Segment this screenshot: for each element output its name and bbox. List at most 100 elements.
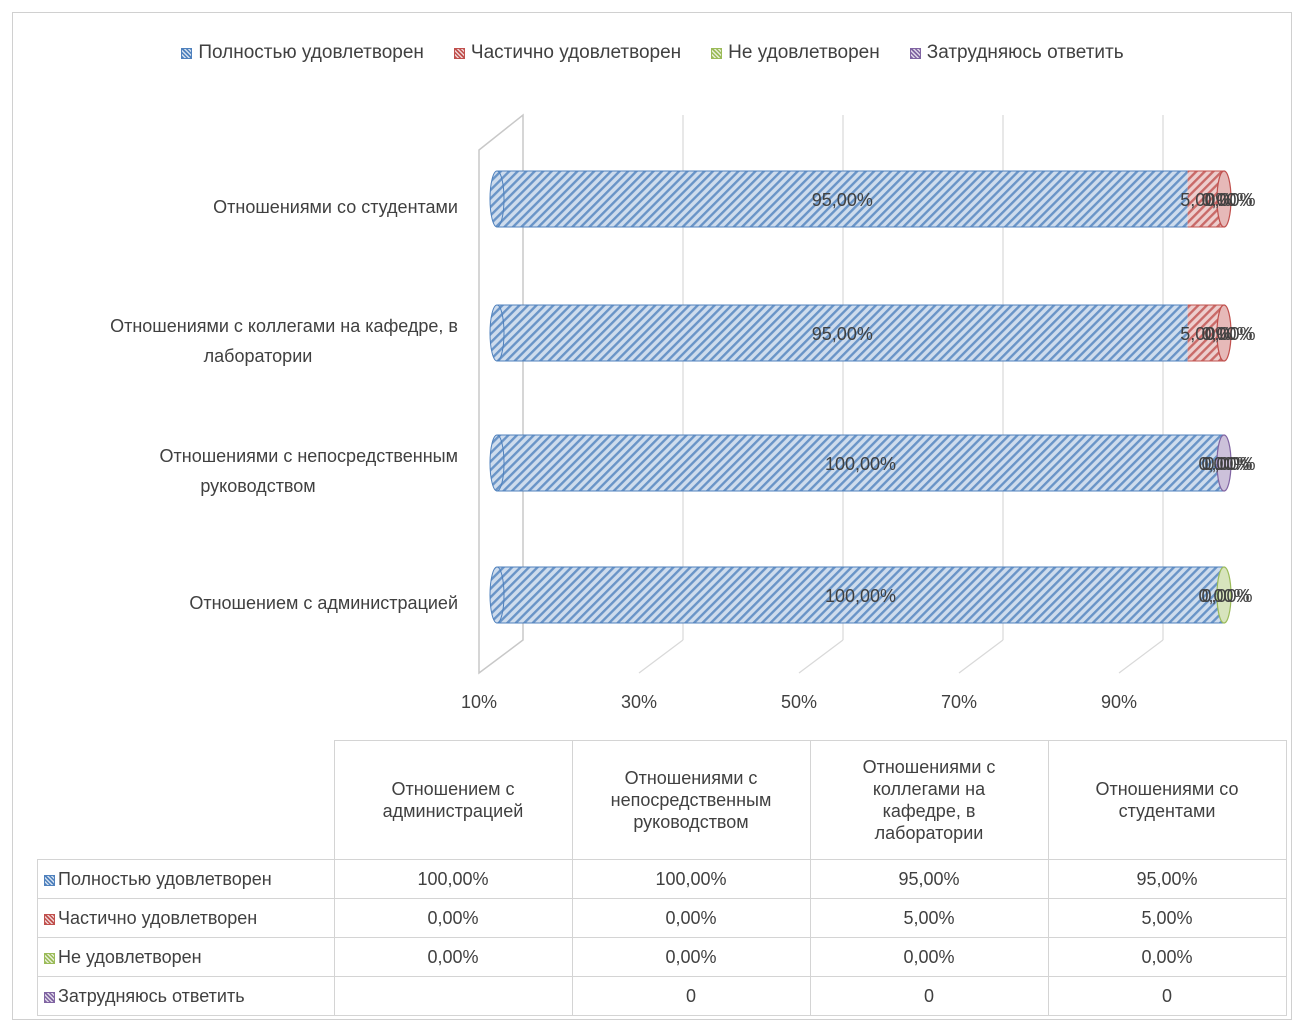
table-row: Не удовлетворен 0,00% 0,00% 0,00% 0,00%: [37, 937, 1287, 977]
table-corner: [37, 740, 335, 860]
table-swatch-3: [44, 991, 55, 1003]
back-wall: [478, 113, 524, 675]
x-tick-3: 70%: [941, 692, 977, 712]
table-cell-0-3: 95,00%: [1047, 859, 1287, 899]
table-cell-2-1: 0,00%: [571, 937, 811, 977]
bar-chart: Отношениями со студентами Отношениями с к…: [110, 113, 1256, 712]
table-header-label-1: Отношениями с непосредственным руководст…: [610, 768, 772, 832]
data-label-1-0: 95,00%: [812, 324, 873, 344]
data-table: Отношением с администрацией Отношениями с…: [37, 740, 1287, 1016]
table-row: Частично удовлетворен 0,00% 0,00% 5,00% 5,00…: [37, 898, 1287, 938]
table-cell-3-0: [333, 976, 573, 1016]
category-label-3: Отношением с администрацией: [189, 593, 458, 613]
legend-item-2: Не удовлетворен: [711, 38, 880, 68]
bar-1-1: [1187, 304, 1224, 362]
legend: Полностью удовлетворен Частично удовлетво…: [0, 38, 1305, 68]
legend-label-2: Не удовлетворен: [728, 42, 880, 63]
data-labels: 95,00% 5,00%0,00%0,00%95,00% 5,00%0,00%0,0…: [812, 190, 1256, 606]
category-label-2-0: Отношениями с непосредственным: [160, 446, 458, 466]
bar-1-0: [497, 304, 1188, 362]
table-cell-3-1: 0: [571, 976, 811, 1016]
legend-item-1: Частично удовлетворен: [453, 38, 682, 68]
data-label-3-1: 0,00%: [1198, 586, 1249, 606]
table-row-header-1: Частично удовлетворен: [37, 898, 335, 938]
table-row-label-3: Затрудняюсь ответить: [58, 985, 245, 1006]
table-row-label-1: Частично удовлетворен: [58, 907, 258, 928]
table-header-0: Отношением с администрацией: [333, 740, 573, 860]
table-cell-3-3: 0: [1047, 976, 1287, 1016]
data-label-2-1: 0,00%: [1198, 454, 1249, 474]
data-label-1-2: 0,00%: [1201, 324, 1252, 344]
table-swatch-0: [44, 874, 55, 886]
legend-item-0: Полностью удовлетворен: [181, 38, 424, 68]
table-header-2: Отношениями с коллегами на кафедре, в ла…: [809, 740, 1049, 860]
table-cell-0-1: 100,00%: [571, 859, 811, 899]
x-tick-0: 10%: [461, 692, 497, 712]
category-label-1-1: лаборатории: [204, 346, 313, 366]
data-label-3-2: 0,00%: [1201, 586, 1252, 606]
data-label-3-0: 100,00%: [825, 586, 896, 606]
data-label-0-0: 95,00%: [812, 190, 873, 210]
legend-item-3: Затрудняюсь ответить: [909, 38, 1124, 68]
legend-swatch-2: [711, 47, 723, 59]
table-cell-3-2: 0: [809, 976, 1049, 1016]
grid-diag-4: [1118, 639, 1164, 674]
legend-swatch-3: [909, 47, 921, 59]
table-row-label-0: Полностью удовлетворен: [58, 868, 272, 889]
table-row-label-2: Не удовлетворен: [58, 946, 202, 967]
table-swatch-1: [44, 913, 55, 925]
bar-cap-right-3: [1216, 566, 1232, 624]
table-cell-1-2: 5,00%: [809, 898, 1049, 938]
bar-3-0: [497, 566, 1224, 624]
table-cell-1-0: 0,00%: [333, 898, 573, 938]
table-cell-2-0: 0,00%: [333, 937, 573, 977]
x-axis-ticks: 10% 30% 50% 70% 90%: [461, 692, 1137, 712]
legend-swatch-1: [453, 47, 465, 59]
table-row-header-2: Не удовлетворен: [37, 937, 335, 977]
bar-0-0: [497, 170, 1188, 228]
bar-2-0: [497, 434, 1224, 492]
table-cell-0-0: 100,00%: [333, 859, 573, 899]
bar-cap-left-1: [489, 304, 505, 362]
bar-cap-right-1: [1216, 304, 1232, 362]
data-label-1-3: 0,00%: [1204, 324, 1255, 344]
table-header-3: Отношениями со студентами: [1047, 740, 1287, 860]
table-row-header-0: Полностью удовлетворен: [37, 859, 335, 899]
table-header-label-3: Отношениями со студентами: [1095, 779, 1239, 821]
category-label-0: Отношениями со студентами: [213, 197, 458, 217]
x-tick-4: 90%: [1101, 692, 1137, 712]
bar-body-0-0: [497, 171, 1188, 227]
table-cell-2-3: 0,00%: [1047, 937, 1287, 977]
bar-body-2-0: [497, 435, 1224, 491]
data-label-2-0: 100,00%: [825, 454, 896, 474]
table-row: Полностью удовлетворен 100,00% 100,00% 95,0…: [37, 859, 1287, 899]
table-cell-0-2: 95,00%: [809, 859, 1049, 899]
legend-label-0: Полностью удовлетворен: [198, 42, 424, 63]
bars: [489, 170, 1232, 624]
data-label-0-3: 0,00%: [1204, 190, 1255, 210]
legend-swatch-0: [181, 47, 193, 59]
bar-cap-right-2: [1216, 434, 1232, 492]
data-label-2-3: 0,00%: [1204, 454, 1255, 474]
chart-frame: [12, 12, 1292, 1020]
bar-cap-right-0: [1216, 170, 1232, 228]
data-label-0-1: 5,00%: [1180, 190, 1231, 210]
grid-diag-3: [958, 639, 1004, 674]
chart-floor: [478, 113, 524, 675]
table-header-label-0: Отношением с администрацией: [382, 779, 524, 821]
category-label-1-0: Отношениями с коллегами на кафедре, в: [110, 316, 458, 336]
data-label-0-2: 0,00%: [1201, 190, 1252, 210]
bar-body-3-0: [497, 567, 1224, 623]
table-row-header-3: Затрудняюсь ответить: [37, 976, 335, 1016]
table-cell-1-1: 0,00%: [571, 898, 811, 938]
category-label-2-1: руководством: [200, 476, 315, 496]
bar-body-1-0: [497, 305, 1188, 361]
bar-cap-left-3: [489, 566, 505, 624]
table-swatch-2: [44, 952, 55, 964]
legend-label-1: Частично удовлетворен: [470, 42, 682, 63]
grid-diag-1: [638, 639, 684, 674]
table-cell-2-2: 0,00%: [809, 937, 1049, 977]
bar-cap-left-0: [489, 170, 505, 228]
legend-label-3: Затрудняюсь ответить: [926, 42, 1124, 63]
grid-diag-2: [798, 639, 844, 674]
